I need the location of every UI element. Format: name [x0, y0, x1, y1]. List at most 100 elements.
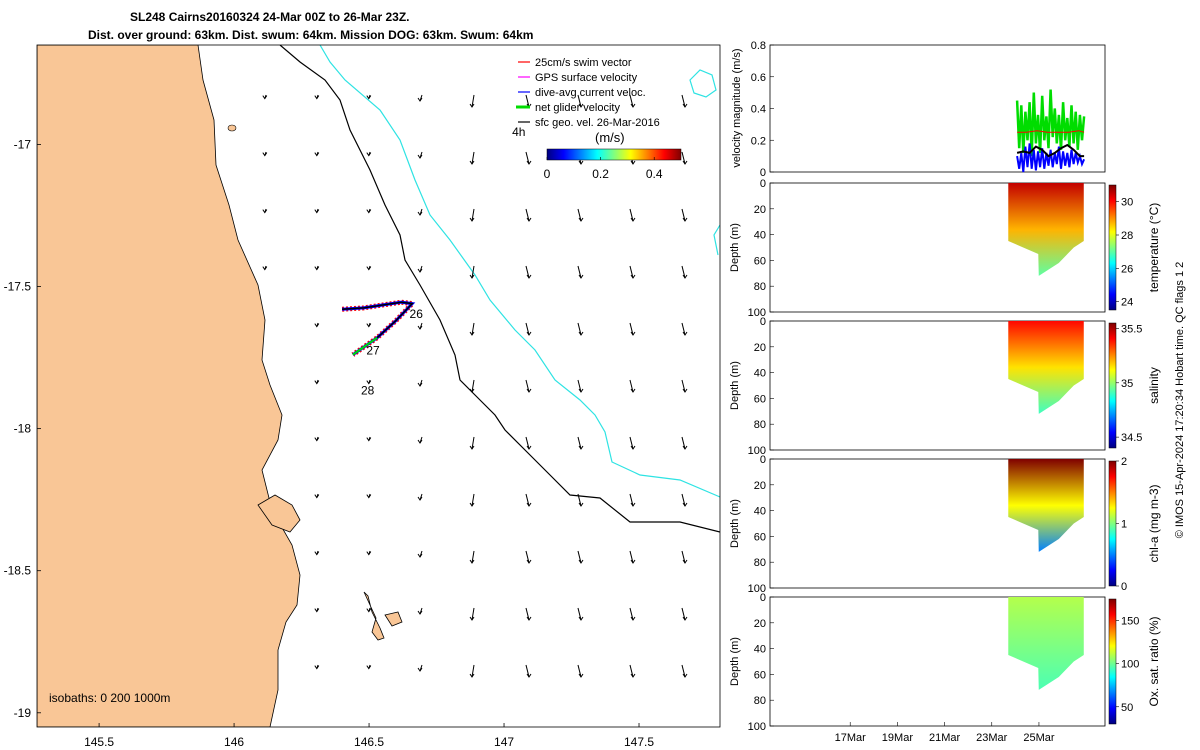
- section-panel: 0 20 40 60 80 100 Depth (m) 50 100 150 Ox. sat. ra…: [729, 592, 1161, 733]
- sfc-geo-arrow: [577, 664, 582, 678]
- sfc-geo-arrow: [471, 208, 475, 222]
- sfc-geo-arrow: [577, 265, 582, 279]
- sfc-geo-arrow: [471, 322, 475, 336]
- sfc-geo-arrowhead: [314, 437, 320, 442]
- sfc-geo-arrow: [471, 493, 475, 507]
- track-line: [342, 301, 414, 356]
- sfc-geo-arrowhead: [682, 217, 688, 222]
- track-time-label: 28: [361, 384, 375, 398]
- colorbar-tick-label: 0: [1121, 581, 1127, 593]
- colorbar-tick-label: 30: [1121, 197, 1133, 209]
- sfc-geo-arrowhead: [417, 667, 423, 672]
- section-data-patch: [1008, 597, 1084, 690]
- sfc-geo-velocity-field: [262, 94, 688, 678]
- sfc-geo-arrow: [525, 550, 530, 564]
- sfc-geo-arrowhead: [526, 445, 532, 450]
- depth-axis-label: Depth (m): [729, 361, 741, 410]
- sfc-geo-arrow: [577, 94, 582, 108]
- sfc-geo-arrow: [681, 664, 686, 678]
- depth-axis-label: Depth (m): [729, 499, 741, 548]
- colorbar-tick-label: 35.5: [1121, 323, 1142, 335]
- x-tick-label: 145.5: [84, 735, 114, 749]
- depth-tick-label: 80: [754, 557, 766, 569]
- colorbar-tick-label: 100: [1121, 659, 1139, 671]
- land-mass: [37, 45, 301, 727]
- sfc-geo-arrow: [681, 493, 686, 507]
- sfc-geo-arrow: [681, 94, 686, 108]
- sfc-geo-arrow: [629, 493, 634, 507]
- sfc-geo-arrowhead: [526, 388, 532, 393]
- sfc-geo-arrow: [629, 208, 634, 222]
- sfc-geo-arrow: [525, 664, 530, 678]
- x-tick-label: 147: [494, 735, 514, 749]
- velocity-ylabel: velocity magnitude (m/s): [731, 48, 743, 167]
- sfc-geo-arrow: [681, 436, 686, 450]
- depth-tick-label: 60: [754, 255, 766, 267]
- sfc-geo-arrowhead: [682, 103, 688, 108]
- sfc-geo-arrow: [629, 436, 634, 450]
- depth-tick-label: 40: [754, 230, 766, 242]
- sfc-geo-arrowhead: [469, 217, 475, 222]
- sfc-geo-arrow: [471, 607, 475, 621]
- sfc-geo-arrow: [629, 550, 634, 564]
- sfc-geo-arrow: [471, 379, 475, 393]
- velocity-series: [1016, 143, 1085, 158]
- sfc-geo-arrow: [681, 379, 686, 393]
- sfc-geo-arrowhead: [578, 502, 584, 507]
- sfc-geo-arrowhead: [262, 209, 268, 214]
- sfc-geo-arrow: [525, 151, 530, 165]
- sfc-geo-arrow: [525, 322, 530, 336]
- sfc-geo-arrowhead: [366, 152, 372, 157]
- sfc-geo-arrowhead: [314, 380, 320, 385]
- section-panel: 0 20 40 60 80 100 Depth (m) 24 26 28 30 temperature…: [729, 178, 1161, 319]
- colorbar-tick-label: 0: [544, 167, 551, 181]
- sfc-geo-arrowhead: [314, 494, 320, 499]
- sfc-geo-arrow: [525, 208, 530, 222]
- sfc-geo-arrow: [681, 607, 686, 621]
- colorbar-tick-label: 50: [1121, 702, 1133, 714]
- section-colorbar-label: salinity: [1147, 367, 1161, 404]
- date-tick-label: 23Mar: [976, 732, 1008, 744]
- depth-tick-label: 40: [754, 506, 766, 518]
- isobath-200m: [279, 45, 720, 533]
- sfc-geo-arrowhead: [314, 209, 320, 214]
- sfc-geo-arrowhead: [682, 616, 688, 621]
- sfc-geo-arrowhead: [630, 445, 636, 450]
- isobath-1000m: [319, 45, 720, 498]
- y-tick-label: -17: [14, 137, 32, 151]
- sfc-geo-arrowhead: [366, 494, 372, 499]
- sfc-geo-arrow: [577, 607, 582, 621]
- velocity-panel: velocity magnitude (m/s) 0 0.2 0.4 0.6 0.8: [731, 40, 1106, 179]
- sfc-geo-arrowhead: [314, 323, 320, 328]
- x-tick-label: 146: [224, 735, 244, 749]
- sfc-geo-arrowhead: [630, 616, 636, 621]
- colorbar-tick-label: 26: [1121, 263, 1133, 275]
- section-panel: 0 20 40 60 80 100 Depth (m) 34.5 35 35.5 salinity: [729, 316, 1161, 457]
- sfc-geo-arrowhead: [682, 673, 688, 678]
- sfc-geo-arrow: [629, 607, 634, 621]
- sfc-geo-arrow: [629, 664, 634, 678]
- sfc-geo-arrowhead: [682, 274, 688, 279]
- track-time-label: 27: [366, 344, 380, 358]
- sfc-geo-arrowhead: [630, 388, 636, 393]
- isobath-1000m-edge: [713, 224, 720, 256]
- depth-tick-label: 60: [754, 393, 766, 405]
- sfc-geo-arrowhead: [469, 559, 475, 564]
- velocity-ytick-label: 0.2: [751, 135, 766, 147]
- island: [384, 611, 403, 627]
- sfc-geo-arrowhead: [366, 380, 372, 385]
- sfc-geo-arrow: [525, 265, 530, 279]
- sfc-geo-arrowhead: [682, 388, 688, 393]
- sfc-geo-arrowhead: [417, 268, 423, 273]
- legend-sfc-geo: sfc geo. vel. 26-Mar-2016: [535, 117, 660, 129]
- sfc-geo-arrowhead: [366, 551, 372, 556]
- sfc-geo-arrowhead: [417, 496, 423, 501]
- section-data-patch: [1008, 459, 1084, 552]
- velocity-series: [1015, 89, 1086, 157]
- sfc-geo-arrowhead: [578, 673, 584, 678]
- sfc-geo-arrowhead: [314, 152, 320, 157]
- depth-tick-label: 20: [754, 480, 766, 492]
- colorbar-tick-label: 24: [1121, 297, 1133, 309]
- sfc-geo-arrowhead: [314, 608, 320, 613]
- sfc-geo-arrowhead: [417, 325, 423, 330]
